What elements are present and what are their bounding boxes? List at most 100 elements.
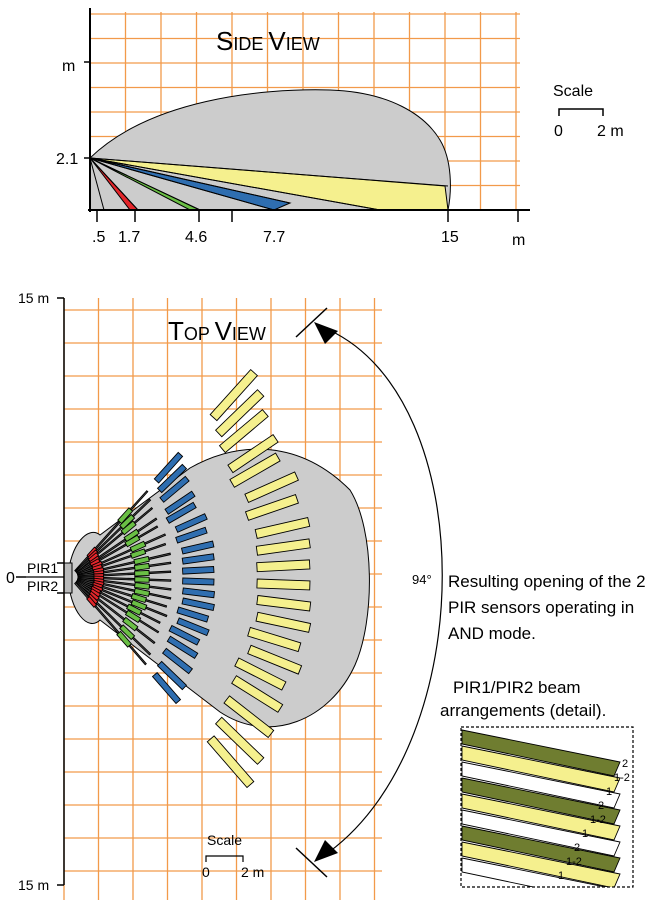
side-view-title: SIDE VIEW — [216, 26, 320, 56]
beam-blue-segment — [182, 577, 215, 586]
beam-blue-segment — [156, 660, 188, 691]
detail-title-line-2: arrangements (detail). — [440, 701, 606, 720]
beam-yellow-segment — [256, 578, 311, 591]
opening-angle-label: 94° — [412, 572, 432, 587]
beam-yellow-segment — [256, 559, 311, 573]
side-y-unit: m — [62, 58, 75, 75]
beam-yellow-segment — [247, 626, 302, 653]
beam-green-segment — [124, 534, 141, 548]
detail-label: 2 — [598, 800, 604, 812]
detail-band — [461, 841, 621, 887]
beam-blue-segment — [161, 647, 194, 675]
beam-green-segment — [133, 555, 150, 566]
detail-frame — [460, 726, 634, 888]
beam-yellow-segment — [229, 452, 281, 488]
beam-green-segment — [134, 569, 150, 577]
detail-title-line-1: PIR1/PIR2 beam — [453, 678, 581, 697]
beam-detail: PIR1/PIR2 beam arrangements (detail). 21… — [440, 678, 634, 888]
beam-yellow-segment — [231, 675, 284, 713]
beam-yellow-segment — [247, 644, 303, 675]
beam-green-segment — [129, 548, 147, 559]
detail-band — [461, 793, 621, 841]
beam-blue-segment — [166, 635, 199, 660]
caption: Resulting opening of the 2 PIR sensors o… — [448, 572, 646, 643]
top-scale-end: 2 m — [241, 864, 264, 880]
beam-blue-segment — [156, 463, 188, 494]
beam-green-segment — [129, 540, 147, 553]
side-x-tick-label-2: 4.6 — [185, 229, 207, 246]
detail-label: 1-2 — [590, 814, 606, 826]
side-scale-end: 2 m — [597, 123, 624, 140]
beam-green-segment — [133, 562, 150, 571]
beam-blue-segment — [181, 553, 215, 565]
beam-blue-segment — [153, 451, 184, 484]
side-x-tick-label-0: .5 — [92, 229, 105, 246]
beam-blue-segment — [180, 540, 215, 555]
pir1-label: PIR1 — [27, 560, 58, 576]
beam-blue-segment — [159, 475, 190, 503]
beam-green-segment — [123, 528, 140, 543]
beam-blue-segment — [181, 597, 215, 612]
top-view-title: TOP VIEW — [168, 316, 266, 346]
detail-bands — [461, 729, 621, 887]
beam-yellow-segment — [256, 594, 312, 612]
beam-green-segment — [122, 616, 139, 632]
beam-red-segment — [86, 595, 98, 608]
beam-green-segment — [133, 581, 151, 590]
beam-green-segment — [125, 603, 143, 616]
top-scale: Scale 0 2 m — [202, 832, 264, 880]
beam-blue-segment — [181, 587, 215, 599]
beam-yellow-segment — [218, 408, 269, 454]
side-scale-start: 0 — [554, 123, 563, 140]
side-scale: Scale 0 2 m — [553, 83, 624, 140]
beam-green-segment — [119, 513, 136, 530]
detail-label: 2 — [622, 758, 628, 770]
beam-green-segment — [119, 624, 136, 641]
detail-band — [461, 729, 621, 777]
beam-blue-segment — [176, 617, 210, 637]
beam-blue-segment — [175, 526, 208, 544]
top-y-min-label: 15 m — [18, 877, 49, 893]
beam-yellow-segment — [244, 494, 299, 521]
side-x-unit: m — [512, 232, 525, 249]
detail-label: 1 — [558, 870, 564, 882]
beam-blue-segment — [182, 566, 215, 575]
arc-arrow-top — [314, 322, 338, 344]
beam-yellow-segment — [254, 516, 311, 539]
beam-yellow-segment — [209, 368, 259, 422]
detail-label: 1 — [606, 786, 612, 798]
side-x-tick-label-1: 1.7 — [118, 229, 140, 246]
beam-yellow-segment — [227, 433, 279, 474]
sensor-housing — [63, 562, 73, 594]
beam-green-segment — [120, 520, 137, 536]
side-x-ticks — [96, 210, 519, 222]
beam-blue-segment — [164, 490, 196, 515]
top-view: TOP VIEW 15 m 15 m 0 PIR1 PIR2 94° Scale… — [6, 290, 443, 900]
beam-blue-segment — [165, 501, 197, 524]
side-x-tick-label-4: 15 — [441, 229, 459, 246]
side-view: SIDE VIEW m 2.1 .5 1.7 4.6 7.7 15 m Scal… — [56, 8, 624, 249]
detail-label: 1-2 — [614, 772, 630, 784]
top-zero-label: 0 — [6, 570, 15, 587]
detail-band — [461, 825, 621, 873]
beam-blue-segment — [151, 671, 182, 705]
beam-blue-segment — [176, 606, 210, 623]
beam-yellow-segment — [206, 735, 255, 789]
beam-green-segment — [134, 576, 150, 583]
side-beam-outlines — [89, 157, 449, 211]
beam-green-segment — [124, 609, 142, 624]
top-scale-label: Scale — [207, 832, 242, 848]
detail-label: 1-2 — [566, 856, 582, 868]
caption-line-3: AND mode. — [448, 624, 536, 643]
top-view-coverage-area — [67, 448, 370, 728]
beam-green-segment — [130, 599, 148, 611]
beam-yellow-segment — [223, 695, 275, 739]
detail-band — [461, 761, 621, 809]
beam-yellow-segment — [214, 716, 265, 765]
arc-arrow-bottom — [314, 840, 338, 862]
detail-band — [461, 809, 621, 857]
caption-line-2: PIR sensors operating in — [448, 598, 634, 617]
side-height-label: 2.1 — [56, 151, 78, 168]
